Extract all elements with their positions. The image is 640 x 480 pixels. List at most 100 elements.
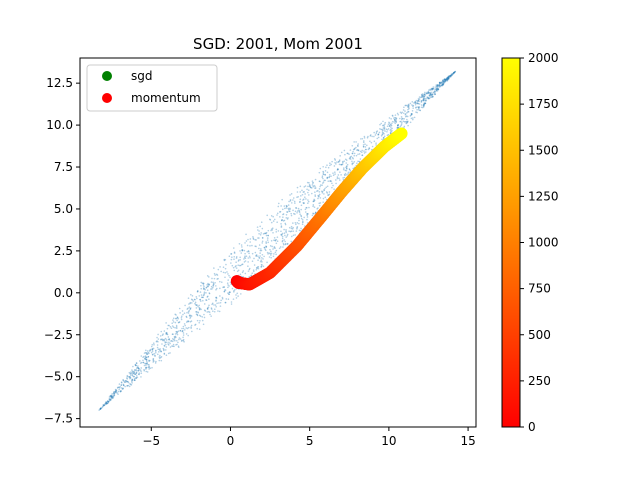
sgd-point bbox=[196, 290, 199, 292]
sgd-point bbox=[325, 191, 328, 193]
sgd-point bbox=[375, 144, 377, 146]
sgd-point bbox=[418, 106, 420, 108]
sgd-point bbox=[203, 287, 206, 290]
sgd-point bbox=[208, 283, 211, 286]
sgd-point bbox=[169, 326, 172, 328]
sgd-point bbox=[434, 93, 436, 96]
sgd-point bbox=[270, 221, 273, 224]
sgd-point bbox=[423, 102, 426, 104]
sgd-point bbox=[203, 303, 206, 305]
sgd-point bbox=[451, 73, 453, 75]
sgd-point bbox=[435, 89, 438, 92]
sgd-point bbox=[145, 356, 148, 358]
sgd-point bbox=[312, 185, 315, 188]
sgd-point bbox=[105, 402, 108, 405]
colorbar-tick-label: 250 bbox=[528, 374, 551, 388]
sgd-point bbox=[433, 90, 436, 92]
sgd-point bbox=[129, 382, 131, 385]
sgd-point bbox=[401, 117, 403, 120]
sgd-point bbox=[306, 213, 308, 215]
sgd-point bbox=[453, 71, 455, 74]
sgd-point bbox=[117, 386, 119, 389]
sgd-point bbox=[376, 137, 379, 140]
sgd-point bbox=[167, 343, 169, 345]
sgd-point bbox=[159, 349, 161, 352]
sgd-point bbox=[386, 130, 388, 133]
sgd-point bbox=[324, 187, 326, 190]
sgd-point bbox=[424, 99, 427, 101]
sgd-point bbox=[443, 78, 446, 80]
sgd-point bbox=[184, 304, 186, 307]
sgd-point bbox=[318, 204, 321, 207]
sgd-point bbox=[331, 182, 333, 185]
sgd-point bbox=[443, 82, 445, 85]
sgd-point bbox=[300, 227, 302, 230]
sgd-point bbox=[201, 319, 204, 322]
sgd-point bbox=[342, 177, 344, 179]
sgd-point bbox=[140, 361, 143, 364]
sgd-point bbox=[336, 169, 339, 171]
sgd-point bbox=[284, 207, 286, 210]
sgd-point bbox=[275, 253, 277, 256]
sgd-point bbox=[161, 339, 164, 342]
sgd-point bbox=[232, 266, 235, 269]
sgd-point bbox=[332, 174, 335, 176]
sgd-point bbox=[319, 197, 322, 199]
sgd-point bbox=[323, 193, 325, 195]
sgd-point bbox=[114, 390, 117, 393]
sgd-point bbox=[120, 384, 123, 386]
sgd-point bbox=[135, 362, 138, 365]
sgd-point bbox=[422, 99, 424, 102]
sgd-point bbox=[272, 220, 275, 222]
sgd-point bbox=[379, 123, 381, 126]
sgd-point bbox=[270, 252, 273, 255]
sgd-point bbox=[399, 120, 401, 123]
sgd-point bbox=[129, 377, 132, 379]
sgd-point bbox=[118, 388, 120, 391]
sgd-point bbox=[163, 340, 166, 342]
y-tick-label: 10.0 bbox=[46, 118, 73, 132]
sgd-point bbox=[388, 124, 391, 127]
sgd-point bbox=[100, 407, 102, 410]
sgd-point bbox=[194, 323, 197, 326]
sgd-point bbox=[338, 159, 341, 161]
sgd-point bbox=[266, 239, 269, 241]
sgd-point bbox=[163, 338, 166, 341]
sgd-point bbox=[319, 184, 322, 186]
sgd-point bbox=[106, 400, 109, 402]
sgd-point bbox=[186, 327, 189, 330]
sgd-point bbox=[190, 302, 193, 304]
sgd-point bbox=[313, 199, 316, 202]
sgd-point bbox=[280, 225, 283, 227]
sgd-point bbox=[428, 97, 431, 100]
sgd-point bbox=[452, 72, 455, 74]
sgd-point bbox=[221, 298, 224, 300]
sgd-point bbox=[260, 259, 263, 262]
sgd-point bbox=[426, 91, 428, 94]
sgd-point bbox=[303, 202, 306, 204]
sgd-point bbox=[292, 230, 295, 232]
sgd-point bbox=[407, 108, 409, 111]
sgd-point bbox=[123, 381, 126, 384]
sgd-point bbox=[174, 333, 177, 335]
sgd-point bbox=[152, 347, 155, 350]
sgd-point bbox=[114, 388, 117, 391]
sgd-point bbox=[178, 337, 181, 339]
sgd-point bbox=[407, 103, 410, 106]
sgd-point bbox=[265, 246, 268, 248]
sgd-point bbox=[386, 134, 389, 137]
sgd-point bbox=[110, 394, 113, 397]
sgd-point bbox=[391, 120, 394, 123]
sgd-point bbox=[428, 89, 430, 91]
sgd-point bbox=[328, 175, 331, 178]
sgd-point bbox=[199, 291, 202, 293]
sgd-point bbox=[163, 349, 165, 352]
sgd-point bbox=[194, 298, 196, 301]
sgd-point bbox=[265, 241, 267, 243]
sgd-point bbox=[290, 214, 293, 217]
sgd-point bbox=[237, 264, 240, 266]
sgd-point bbox=[424, 100, 427, 102]
sgd-point bbox=[148, 359, 150, 362]
sgd-point bbox=[202, 288, 205, 290]
sgd-point bbox=[165, 354, 168, 357]
